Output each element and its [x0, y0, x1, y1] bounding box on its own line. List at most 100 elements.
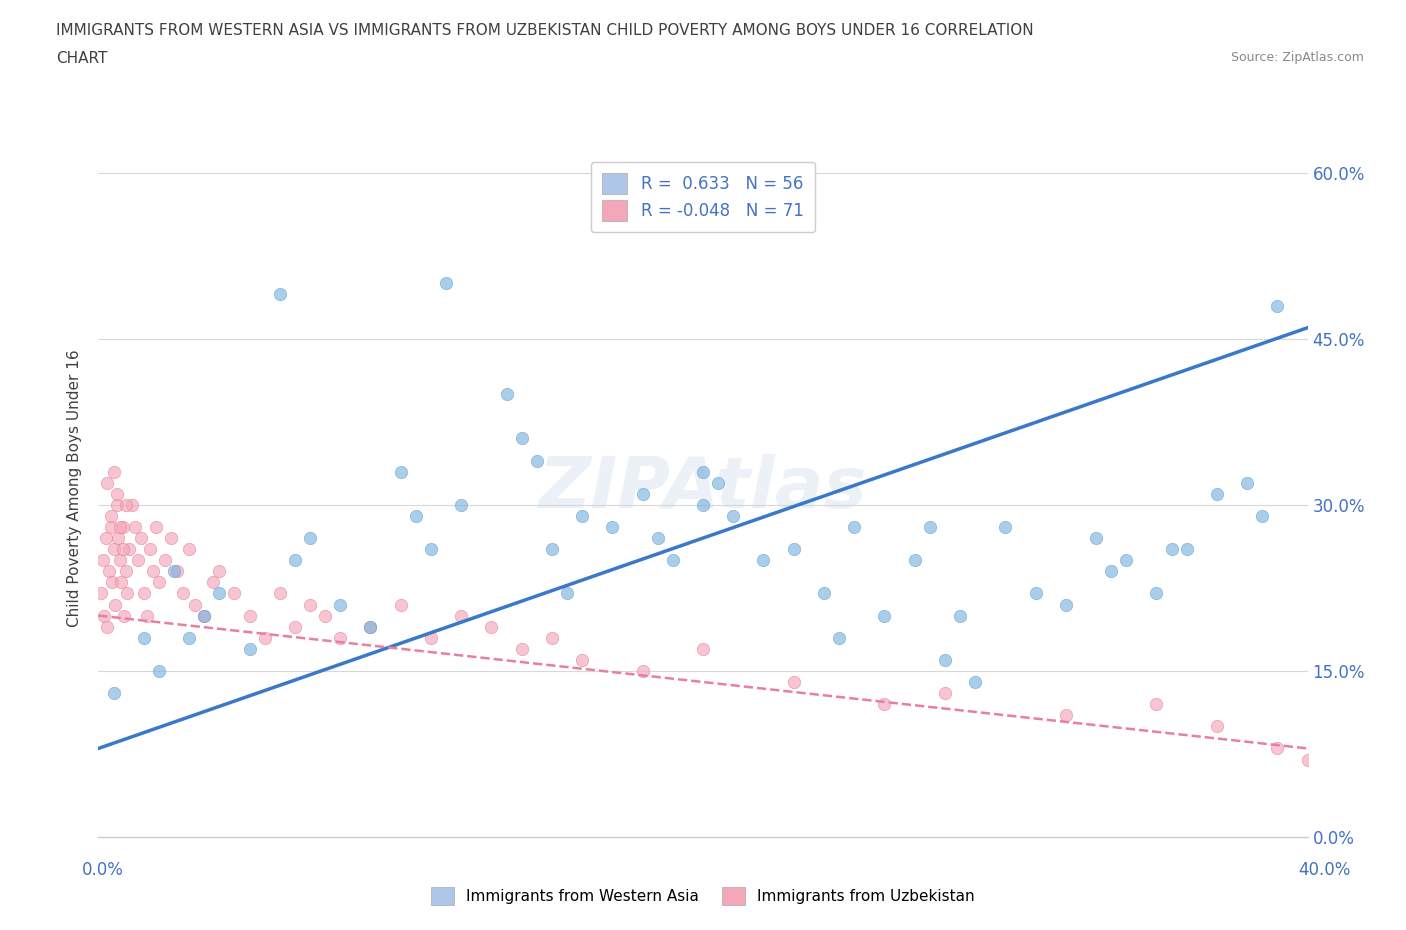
Point — [1160, 541, 1182, 556]
Point — [93, 608, 115, 623]
Point — [94, 531, 117, 546]
Point — [481, 619, 503, 634]
Point — [132, 631, 155, 645]
Point — [115, 586, 138, 601]
Point — [1267, 299, 1289, 313]
Point — [105, 486, 128, 501]
Point — [208, 564, 231, 578]
Point — [314, 608, 336, 623]
Point — [692, 464, 714, 479]
Point — [555, 586, 578, 601]
Point — [135, 608, 157, 623]
Point — [299, 597, 322, 612]
Point — [360, 619, 382, 634]
Point — [299, 531, 322, 546]
Point — [284, 619, 307, 634]
Point — [208, 586, 231, 601]
Text: Source: ZipAtlas.com: Source: ZipAtlas.com — [1230, 51, 1364, 64]
Point — [284, 552, 307, 567]
Point — [389, 464, 412, 479]
Text: ZIPAtlas: ZIPAtlas — [538, 454, 868, 523]
Point — [994, 520, 1017, 535]
Point — [202, 575, 225, 590]
Point — [1206, 719, 1229, 734]
Point — [166, 564, 188, 578]
Point — [118, 541, 141, 556]
Point — [90, 586, 112, 601]
Point — [783, 674, 806, 689]
Point — [148, 663, 170, 678]
Point — [121, 498, 143, 512]
Point — [239, 608, 262, 623]
Point — [844, 520, 866, 535]
Point — [98, 564, 121, 578]
Point — [389, 597, 412, 612]
Point — [108, 520, 131, 535]
Point — [114, 498, 136, 512]
Point — [1236, 475, 1258, 490]
Point — [153, 552, 176, 567]
Y-axis label: Child Poverty Among Boys Under 16: Child Poverty Among Boys Under 16 — [67, 350, 83, 627]
Point — [1024, 586, 1046, 601]
Point — [1206, 486, 1229, 501]
Text: IMMIGRANTS FROM WESTERN ASIA VS IMMIGRANTS FROM UZBEKISTAN CHILD POVERTY AMONG B: IMMIGRANTS FROM WESTERN ASIA VS IMMIGRAN… — [56, 23, 1033, 38]
Point — [145, 520, 167, 535]
Point — [813, 586, 835, 601]
Point — [495, 387, 517, 402]
Point — [965, 674, 987, 689]
Point — [139, 541, 162, 556]
Point — [96, 619, 118, 634]
Point — [269, 287, 291, 302]
Point — [420, 541, 443, 556]
Point — [224, 586, 246, 601]
Point — [253, 631, 276, 645]
Point — [783, 541, 806, 556]
Point — [541, 541, 564, 556]
Point — [329, 631, 352, 645]
Point — [1146, 697, 1168, 711]
Point — [100, 520, 122, 535]
Point — [124, 520, 146, 535]
Point — [91, 552, 114, 567]
Point — [193, 608, 215, 623]
Point — [904, 552, 927, 567]
Text: 0.0%: 0.0% — [82, 860, 124, 879]
Point — [873, 697, 896, 711]
Point — [752, 552, 775, 567]
Point — [934, 653, 956, 668]
Point — [132, 586, 155, 601]
Point — [112, 608, 135, 623]
Point — [103, 541, 125, 556]
Point — [107, 531, 129, 546]
Point — [526, 453, 548, 468]
Point — [100, 509, 122, 524]
Point — [510, 431, 533, 445]
Point — [163, 564, 186, 578]
Point — [1085, 531, 1108, 546]
Point — [918, 520, 941, 535]
Point — [142, 564, 165, 578]
Point — [541, 631, 564, 645]
Point — [104, 597, 127, 612]
Point — [420, 631, 443, 645]
Point — [329, 597, 352, 612]
Point — [110, 575, 132, 590]
Legend: R =  0.633   N = 56, R = -0.048   N = 71: R = 0.633 N = 56, R = -0.048 N = 71 — [591, 162, 815, 232]
Point — [510, 642, 533, 657]
Point — [723, 509, 745, 524]
Point — [692, 498, 714, 512]
Point — [405, 509, 427, 524]
Point — [434, 276, 457, 291]
Point — [571, 509, 593, 524]
Point — [184, 597, 207, 612]
Point — [707, 475, 730, 490]
Point — [450, 608, 472, 623]
Point — [148, 575, 170, 590]
Point — [949, 608, 972, 623]
Point — [692, 642, 714, 657]
Point — [828, 631, 851, 645]
Point — [647, 531, 669, 546]
Point — [108, 552, 131, 567]
Point — [631, 486, 654, 501]
Point — [571, 653, 593, 668]
